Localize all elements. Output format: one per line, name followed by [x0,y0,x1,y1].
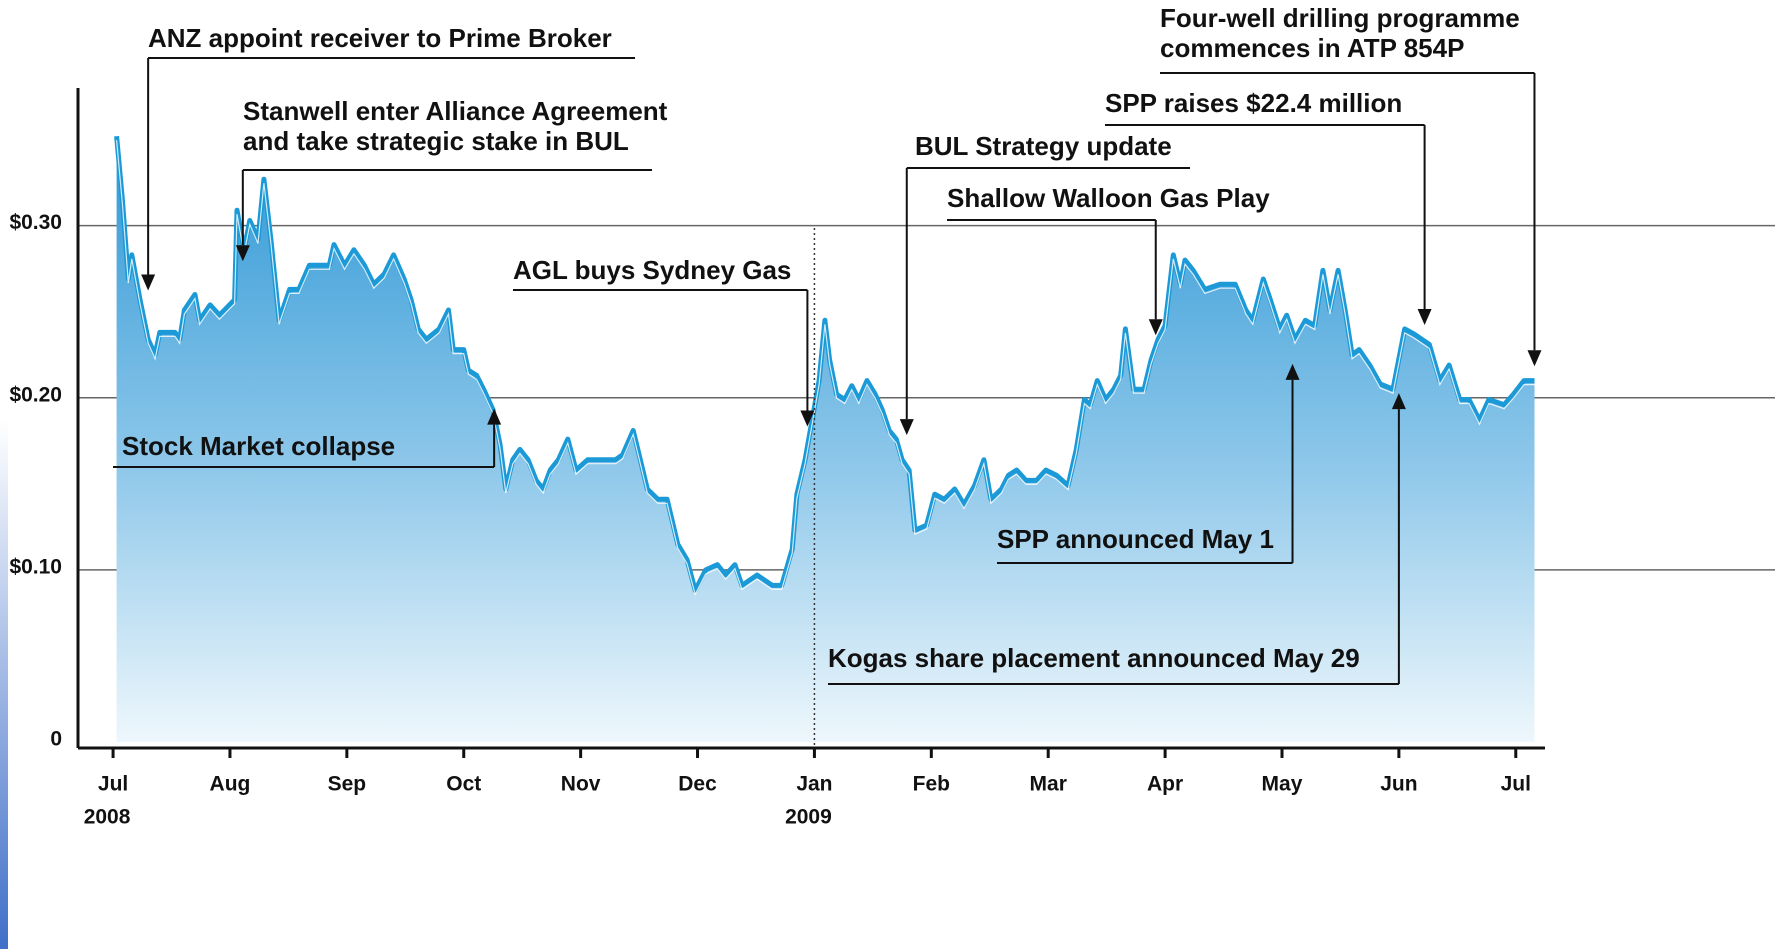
x-tick-label: Oct [446,773,481,796]
annotation: ANZ appoint receiver to Prime Broker [141,23,635,291]
annotation-arrow [141,274,156,291]
annotation-arrow [1148,319,1163,336]
annotation-text: Shallow Walloon Gas Play [947,183,1270,213]
annotation: SPP announced May 1 [997,363,1300,564]
x-tick-label: May [1262,773,1303,796]
annotation-text: commences in ATP 854P [1160,33,1464,63]
annotation-text: Stock Market collapse [122,431,395,461]
annotation: BUL Strategy update [899,131,1190,436]
y-tick-label: $0.10 [9,555,62,578]
x-tick-label: Apr [1147,773,1183,796]
annotation-arrow [800,410,815,427]
year-label: 2009 [785,806,832,829]
x-tick-label: Aug [210,773,251,796]
annotation-arrow [899,419,914,436]
annotation: AGL buys Sydney Gas [513,255,815,427]
x-tick-label: Sep [328,773,367,796]
annotation: Shallow Walloon Gas Play [947,183,1270,336]
x-tick-label: Mar [1030,773,1067,796]
annotation-arrow [1285,363,1300,380]
price-highlight [116,140,1535,597]
annotation-text: Stanwell enter Alliance Agreement [243,96,668,126]
x-tick-label: Nov [561,773,601,796]
x-tick-label: Jun [1380,773,1417,796]
annotation-text: SPP announced May 1 [997,524,1274,554]
edge-decoration [0,420,8,949]
x-tick-label: Jan [796,773,832,796]
y-tick-label: $0.30 [9,211,62,234]
y-tick-label: $0.20 [9,383,62,406]
annotation-text: SPP raises $22.4 million [1105,88,1402,118]
annotation-text: AGL buys Sydney Gas [513,255,791,285]
annotation-arrow [1527,350,1542,367]
y-tick-label: 0 [50,728,62,751]
year-label: 2008 [84,806,131,829]
annotation-text: BUL Strategy update [915,131,1172,161]
annotation-arrow [1417,308,1432,325]
annotation-arrow [487,408,502,425]
annotation-arrow [235,245,250,262]
x-tick-label: Jul [98,773,128,796]
annotation: Kogas share placement announced May 29 [828,393,1406,685]
x-tick-label: Feb [913,773,950,796]
annotation-text: ANZ appoint receiver to Prime Broker [148,23,612,53]
annotation: Stock Market collapse [113,408,502,468]
annotation-text: Four-well drilling programme [1160,3,1520,33]
annotation-arrow [1391,393,1406,410]
x-tick-label: Jul [1501,773,1531,796]
annotation: SPP raises $22.4 million [1105,88,1432,325]
annotation-text: Kogas share placement announced May 29 [828,643,1360,673]
annotation-text: and take strategic stake in BUL [243,126,629,156]
x-tick-label: Dec [678,773,717,796]
